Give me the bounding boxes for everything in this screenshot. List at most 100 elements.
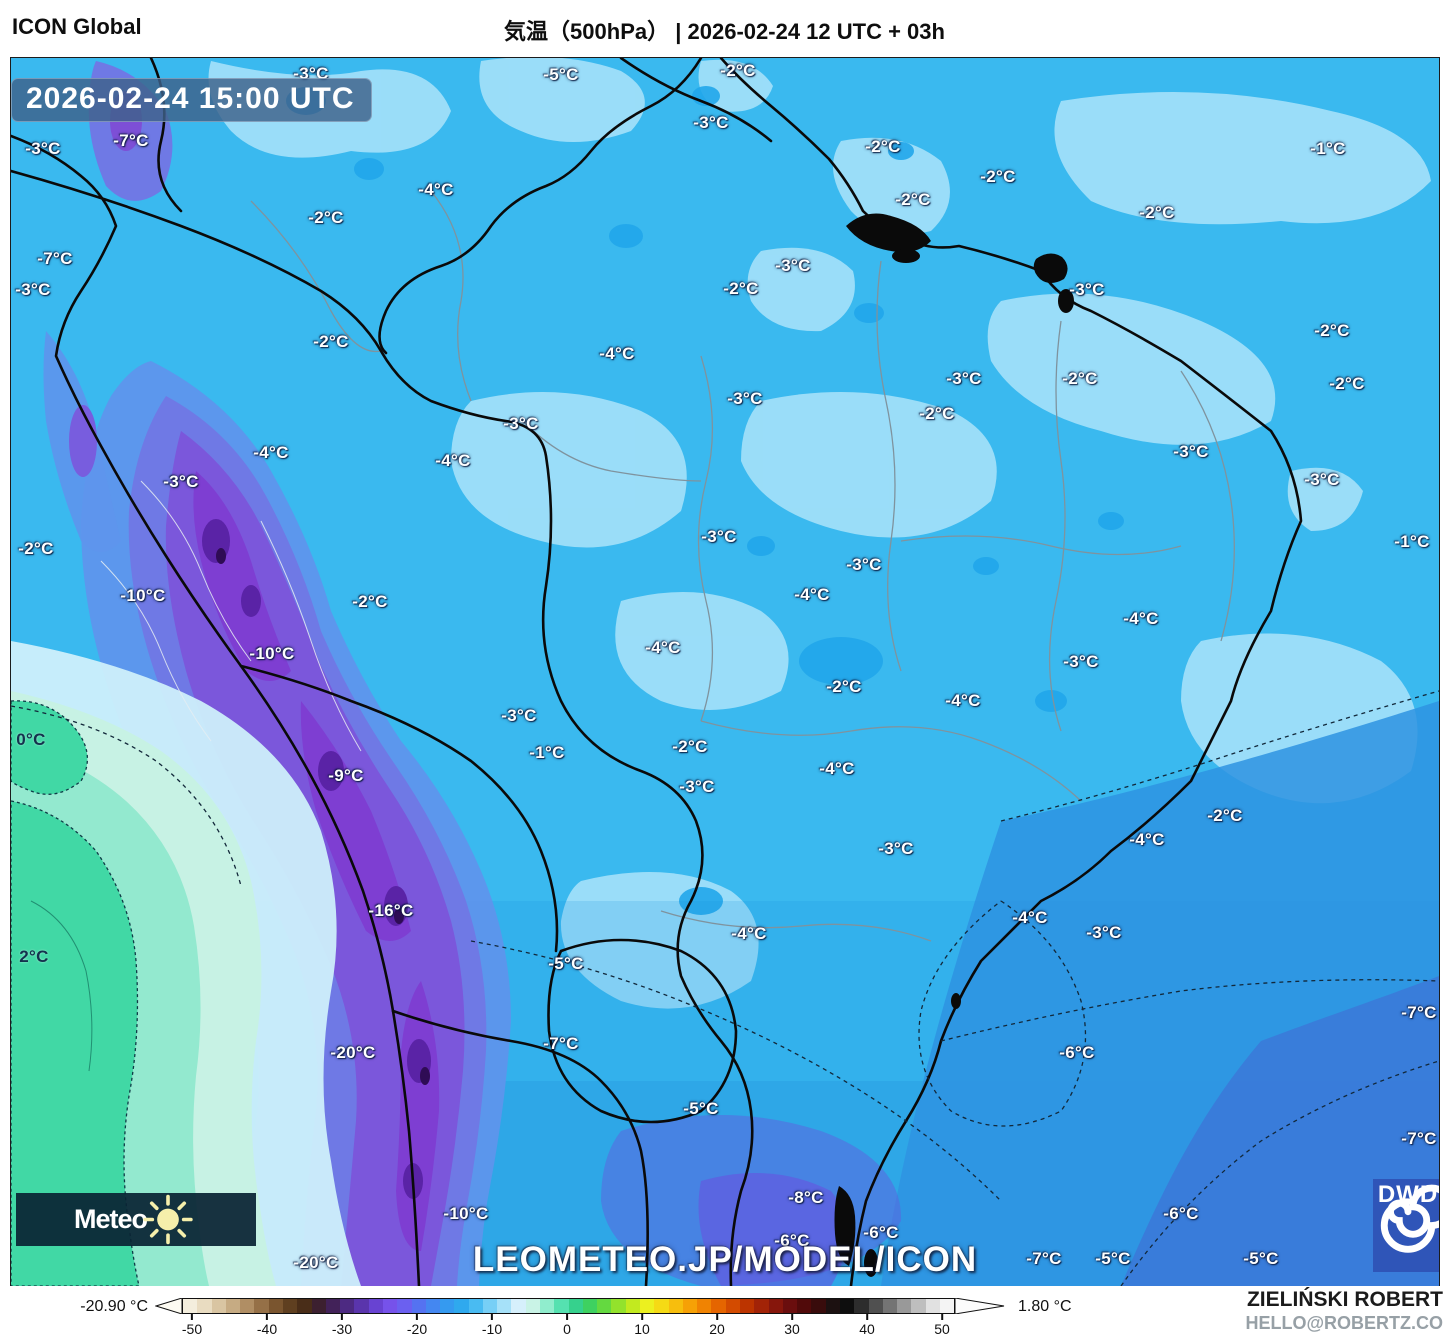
colorbar-tick: 20 bbox=[709, 1314, 725, 1337]
colorbar-segment bbox=[297, 1299, 312, 1313]
dwd-logo: DWD bbox=[1373, 1179, 1439, 1272]
temp-label: -3°C bbox=[1069, 280, 1105, 299]
temp-label: -3°C bbox=[1086, 923, 1122, 942]
temp-label: -3°C bbox=[775, 256, 811, 275]
temp-label: -2°C bbox=[352, 592, 388, 611]
temp-label: -4°C bbox=[645, 638, 681, 657]
colorbar-tick: -20 bbox=[407, 1314, 427, 1337]
south-cold-pocket-core bbox=[698, 1173, 847, 1286]
colorbar-segment bbox=[868, 1299, 883, 1313]
temp-label: 0°C bbox=[16, 730, 46, 749]
colorbar-segment bbox=[340, 1299, 355, 1313]
colorbar-segment bbox=[411, 1299, 426, 1313]
colorbar-segment bbox=[625, 1299, 640, 1313]
colorbar-segment bbox=[839, 1299, 855, 1313]
temp-label: -2°C bbox=[895, 190, 931, 209]
temp-label: -6°C bbox=[1163, 1204, 1199, 1223]
temp-label: -7°C bbox=[1401, 1129, 1437, 1148]
colorbar-segment bbox=[397, 1299, 412, 1313]
colorbar-segment bbox=[597, 1299, 612, 1313]
temp-label: -7°C bbox=[543, 1034, 579, 1053]
temp-label: -2°C bbox=[980, 167, 1016, 186]
temp-label: -3°C bbox=[727, 389, 763, 408]
temp-label: -3°C bbox=[1173, 442, 1209, 461]
colorbar-segment bbox=[582, 1299, 598, 1313]
header: ICON Global 気温（500hPa） | 2026-02-24 12 U… bbox=[0, 0, 1449, 57]
colorbar-segment bbox=[725, 1299, 740, 1313]
temp-label: -9°C bbox=[328, 766, 364, 785]
colorbar-segment bbox=[240, 1299, 255, 1313]
temp-label: -2°C bbox=[308, 208, 344, 227]
title-param: 気温（500hPa） bbox=[504, 19, 670, 44]
colorbar-tick: 40 bbox=[859, 1314, 875, 1337]
author-email: HELLO@ROBERTZ.CO bbox=[1245, 1312, 1443, 1333]
attribution: ZIELIŃSKI ROBERT HELLO@ROBERTZ.CO bbox=[1245, 1288, 1443, 1334]
temp-label: -4°C bbox=[1123, 609, 1159, 628]
temp-label: -2°C bbox=[1329, 374, 1365, 393]
colorbar-segment bbox=[425, 1299, 441, 1313]
colorbar-segment bbox=[911, 1299, 926, 1313]
temp-label: -2°C bbox=[1139, 203, 1175, 222]
temp-label: -3°C bbox=[15, 280, 51, 299]
colorbar-segment bbox=[754, 1299, 769, 1313]
colorbar-tick: -40 bbox=[257, 1314, 277, 1337]
temp-label: -2°C bbox=[1314, 321, 1350, 340]
colorbar-segment bbox=[668, 1299, 683, 1313]
colorbar-segment bbox=[454, 1299, 469, 1313]
colorbar-segment bbox=[782, 1299, 798, 1313]
temp-label: -3°C bbox=[163, 472, 199, 491]
colorbar-segment bbox=[611, 1299, 626, 1313]
temp-label: -1°C bbox=[1394, 532, 1430, 551]
colorbar-segment bbox=[897, 1299, 912, 1313]
colorbar-segment bbox=[797, 1299, 812, 1313]
temp-label: -2°C bbox=[720, 61, 756, 80]
temp-label: -8°C bbox=[788, 1188, 824, 1207]
colorbar-segment bbox=[640, 1299, 655, 1313]
colorbar-segment bbox=[925, 1299, 940, 1313]
colorbar-tick: -10 bbox=[482, 1314, 502, 1337]
temp-label: -3°C bbox=[693, 113, 729, 132]
temp-label: -4°C bbox=[1012, 908, 1048, 927]
temp-label: -4°C bbox=[435, 451, 471, 470]
temp-label: -2°C bbox=[723, 279, 759, 298]
dwd-spiral-icon bbox=[1380, 1184, 1439, 1253]
temp-label: -5°C bbox=[683, 1099, 719, 1118]
site-logo: Meteo bbox=[16, 1193, 256, 1246]
colorbar-gradient bbox=[182, 1298, 955, 1314]
colorbar-tick: 30 bbox=[784, 1314, 800, 1337]
temp-label: -3°C bbox=[25, 139, 61, 158]
colorbar-segment bbox=[711, 1299, 726, 1313]
colorbar-segment bbox=[382, 1299, 398, 1313]
watermark: LEOMETEO.JP/MODEL/ICON bbox=[472, 1240, 978, 1279]
temp-label: -20°C bbox=[293, 1253, 339, 1272]
temp-label: -2°C bbox=[313, 332, 349, 351]
temp-label: -4°C bbox=[819, 759, 855, 778]
temp-label: -3°C bbox=[878, 839, 914, 858]
temp-label: -5°C bbox=[1095, 1249, 1131, 1268]
colorbar-segment bbox=[211, 1299, 226, 1313]
colorbar-segment bbox=[540, 1299, 555, 1313]
colorbar-segment bbox=[497, 1299, 512, 1313]
colorbar-segment bbox=[768, 1299, 783, 1313]
colorbar-segment bbox=[554, 1299, 569, 1313]
temp-label: -3°C bbox=[701, 527, 737, 546]
temp-label: -2°C bbox=[1062, 369, 1098, 388]
weather-map: -3°C -5°C -2°C -3°C -7°C -3°C -2°C -1°C -2°C -4°C… bbox=[10, 57, 1440, 1287]
colorbar-segment bbox=[811, 1299, 826, 1313]
temp-label: -10°C bbox=[120, 586, 166, 605]
temp-label: -3°C bbox=[1063, 652, 1099, 671]
temp-label: -7°C bbox=[37, 249, 73, 268]
author-name: ZIELIŃSKI ROBERT bbox=[1246, 1288, 1443, 1311]
temp-label: -2°C bbox=[672, 737, 708, 756]
site-logo-text: Meteo bbox=[74, 1204, 148, 1234]
state-borders bbox=[250, 190, 1235, 942]
temp-label: -4°C bbox=[253, 443, 289, 462]
colorbar-segment bbox=[654, 1299, 669, 1313]
temp-label: -4°C bbox=[731, 924, 767, 943]
colorbar-segment bbox=[854, 1299, 869, 1313]
colorbar-segment bbox=[882, 1299, 898, 1313]
footer: -20.90 °C -50 -40 -30 -20 -10 0 10 20 30 40 50 1.8… bbox=[0, 1286, 1449, 1338]
temp-label: -4°C bbox=[1129, 830, 1165, 849]
temp-label: -16°C bbox=[368, 901, 414, 920]
